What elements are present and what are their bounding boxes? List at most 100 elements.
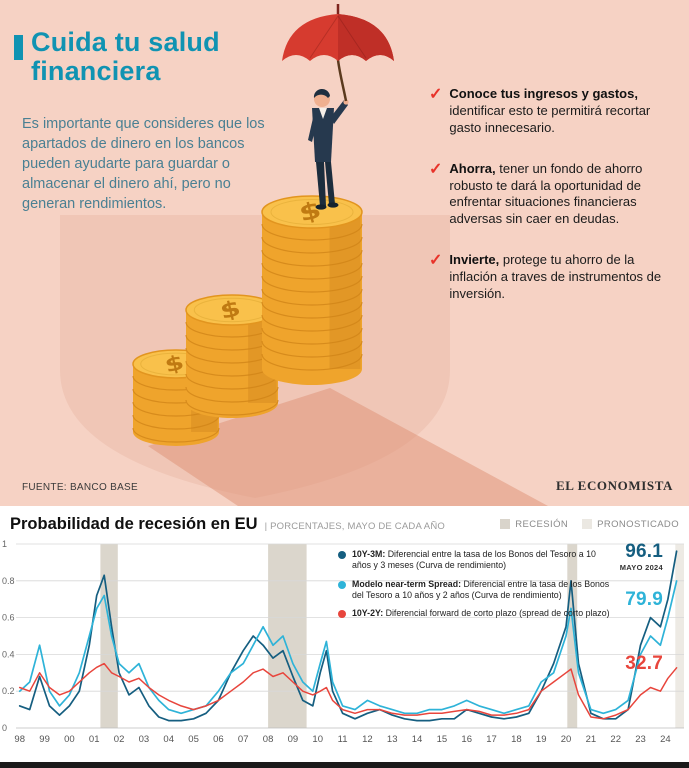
svg-text:04: 04 [163, 734, 174, 745]
annotation-nearterm-value: 79.9 [625, 590, 663, 609]
footer-bar [0, 762, 689, 768]
svg-text:24: 24 [660, 734, 671, 745]
legend-pronosticado: PRONOSTICADO [582, 519, 679, 530]
series-legend-10y3m: 10Y-3M: Diferencial entre la tasa de los… [338, 549, 610, 572]
tip-lead: Invierte, [449, 252, 500, 268]
plot-area: 0 0.2 0.4 0.6 0.8 1 98 99 00 01 02 03 04 05 06 07 08 09 10… [0, 536, 689, 758]
svg-text:02: 02 [114, 734, 125, 745]
svg-text:0: 0 [2, 723, 7, 733]
svg-text:0.4: 0.4 [2, 649, 15, 659]
svg-text:15: 15 [437, 734, 448, 745]
svg-text:20: 20 [561, 734, 572, 745]
svg-text:$: $ [162, 350, 186, 378]
title-accent-bar [14, 35, 23, 60]
tip-item-ahorra: ✓ Ahorra, tener un fondo de ahorro robus… [429, 161, 675, 229]
legend-recesion: RECESIÓN [500, 519, 568, 530]
series-legend: 10Y-3M: Diferencial entre la tasa de los… [338, 549, 610, 626]
svg-text:19: 19 [536, 734, 547, 745]
series-lead: 10Y-2Y: [352, 608, 384, 618]
umbrella-icon [282, 4, 394, 102]
infographic-section: $ $ $ [0, 0, 689, 506]
tip-text: Conoce tus ingresos y gastos, identifica… [449, 86, 675, 137]
svg-text:0.2: 0.2 [2, 686, 15, 696]
annotation-value: 96.1 [625, 541, 663, 562]
publisher-logo: EL ECONOMISTA [556, 478, 673, 493]
svg-text:99: 99 [39, 734, 50, 745]
tip-text: Ahorra, tener un fondo de ahorro robusto… [449, 161, 675, 229]
tip-text: Invierte, protege tu ahorro de la inflac… [449, 252, 675, 303]
svg-text:03: 03 [139, 734, 150, 745]
svg-text:14: 14 [412, 734, 423, 745]
coins-umbrella-illustration: $ $ $ [60, 4, 548, 506]
svg-text:12: 12 [362, 734, 373, 745]
infographic-header: Cuida tu salud financiera [14, 27, 220, 87]
tip-body: identificar esto te permitirá recortar g… [449, 102, 651, 135]
tip-lead: Conoce tus ingresos y gastos, [449, 86, 638, 101]
source-credit: FUENTE: BANCO BASE [22, 482, 138, 493]
svg-text:05: 05 [188, 734, 199, 745]
svg-text:11: 11 [338, 734, 348, 745]
series-lead: 10Y-3M: [352, 549, 386, 559]
svg-text:06: 06 [213, 734, 224, 745]
tip-lead: Ahorra, [449, 160, 496, 176]
intro-paragraph: Es importante que consideres que los apa… [22, 115, 265, 212]
tip-body: protege tu ahorro de la inflación a trav… [449, 252, 662, 302]
svg-text:00: 00 [64, 734, 75, 745]
series-dot-icon [338, 551, 346, 559]
svg-text:17: 17 [486, 734, 497, 745]
chart-header: Probabilidad de recesión en EU | PORCENT… [0, 506, 689, 534]
page-title-line2: financiera [31, 56, 161, 87]
svg-text:0.6: 0.6 [2, 613, 15, 623]
tips-list: ✓ Conoce tus ingresos y gastos, identifi… [429, 86, 675, 327]
shadow-shape [148, 388, 548, 506]
series-legend-text: 10Y-2Y: Diferencial forward de corto pla… [352, 608, 610, 619]
annotation-value: 32.7 [625, 653, 663, 674]
recession-chart-section: Probabilidad de recesión en EU | PORCENT… [0, 506, 689, 768]
series-legend-10y2y: 10Y-2Y: Diferencial forward de corto pla… [338, 608, 610, 619]
bands-legend: RECESIÓN PRONOSTICADO [500, 519, 679, 530]
annotation-10y3m-value: 96.1 MAYO 2024 [620, 542, 663, 572]
annotation-date: MAYO 2024 [619, 563, 663, 572]
annotation-value: 79.9 [625, 589, 663, 610]
svg-text:21: 21 [586, 734, 597, 745]
svg-text:01: 01 [89, 734, 100, 745]
series-lead: Modelo near-term Spread: [352, 578, 462, 589]
svg-text:23: 23 [635, 734, 646, 745]
checkmark-icon: ✓ [429, 252, 443, 270]
svg-text:1: 1 [2, 539, 7, 549]
series-desc: Diferencial forward de corto plazo (spre… [383, 608, 610, 618]
series-desc: Diferencial entre la tasa de los Bonos d… [352, 578, 610, 600]
svg-text:16: 16 [461, 734, 472, 745]
coin-stack-tall: $ [261, 195, 363, 385]
tip-item-ingresos: ✓ Conoce tus ingresos y gastos, identifi… [429, 86, 675, 137]
chart-title: Probabilidad de recesión en EU [10, 515, 258, 533]
svg-text:08: 08 [263, 734, 274, 745]
page-title-line1: Cuida tu salud [31, 27, 220, 57]
series-legend-nearterm: Modelo near-term Spread: Diferencial ent… [338, 579, 610, 602]
svg-text:98: 98 [14, 734, 25, 745]
tip-item-invierte: ✓ Invierte, protege tu ahorro de la infl… [429, 252, 675, 303]
recession-swatch-icon [500, 519, 511, 529]
checkmark-icon: ✓ [429, 160, 443, 178]
page-title: Cuida tu salud financiera [31, 27, 220, 87]
svg-text:0.8: 0.8 [2, 576, 15, 586]
series-desc: Diferencial entre la tasa de los Bonos d… [352, 549, 596, 571]
svg-text:13: 13 [387, 734, 398, 745]
legend-label: RECESIÓN [515, 518, 569, 530]
legend-label: PRONOSTICADO [597, 518, 679, 530]
forecast-swatch-icon [582, 519, 593, 529]
svg-text:09: 09 [288, 734, 299, 745]
svg-text:22: 22 [610, 734, 621, 745]
series-dot-icon [338, 610, 346, 618]
series-dot-icon [338, 580, 346, 589]
annotation-10y2y-value: 32.7 [625, 654, 663, 673]
businessman-figure [308, 88, 349, 210]
chart-subtitle: | PORCENTAJES, MAYO DE CADA AÑO [264, 521, 445, 532]
checkmark-icon: ✓ [429, 86, 443, 103]
svg-text:18: 18 [511, 734, 522, 745]
svg-text:10: 10 [312, 734, 323, 745]
series-legend-text: Modelo near-term Spread: Diferencial ent… [352, 579, 610, 602]
series-legend-text: 10Y-3M: Diferencial entre la tasa de los… [352, 549, 610, 572]
